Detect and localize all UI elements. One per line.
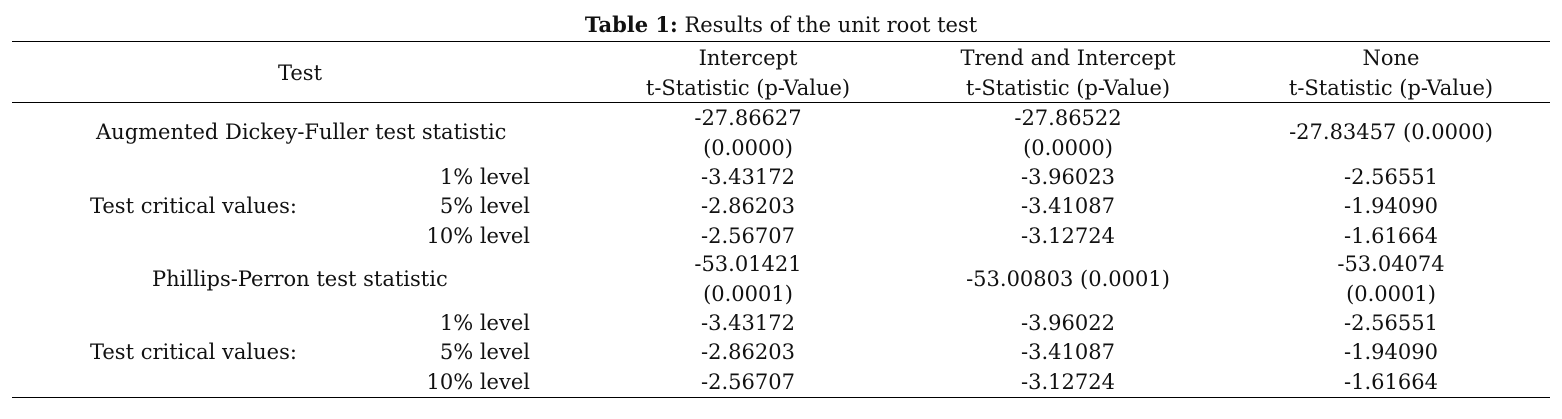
adf-level-10: 10% level	[426, 224, 530, 248]
pp-level-10-intercept: -2.56707	[701, 370, 795, 394]
pp-level-1: 1% level	[439, 311, 530, 335]
adf-level-1-none: -2.56551	[1344, 165, 1438, 189]
adf-intercept-p: (0.0000)	[703, 136, 793, 160]
adf-level-10-intercept: -2.56707	[701, 224, 795, 248]
pp-level-10: 10% level	[426, 370, 530, 394]
pp-trend: -53.00803 (0.0001)	[966, 267, 1170, 291]
pp-none-stat: -53.04074	[1337, 252, 1445, 276]
pp-level-5: 5% level	[439, 340, 530, 364]
pp-level-1-trend: -3.96022	[1021, 311, 1115, 335]
adf-label: Augmented Dickey-Fuller test statistic	[96, 120, 507, 144]
pp-level-10-none: -1.61664	[1344, 370, 1438, 394]
adf-level-1-intercept: -3.43172	[701, 165, 795, 189]
adf-level-5-trend: -3.41087	[1021, 194, 1115, 218]
pp-level-5-intercept: -2.86203	[701, 340, 795, 364]
pp-level-1-intercept: -3.43172	[701, 311, 795, 335]
adf-level-5-intercept: -2.86203	[701, 194, 795, 218]
bottom-rule	[12, 397, 1550, 398]
adf-none: -27.83457 (0.0000)	[1289, 120, 1493, 144]
pp-critical-label: Test critical values:	[90, 340, 297, 364]
adf-trend-stat: -27.86522	[1014, 106, 1122, 130]
header-test: Test	[277, 61, 323, 85]
header-intercept-line1: Intercept	[698, 46, 798, 70]
adf-level-1: 1% level	[439, 165, 530, 189]
header-none-line1: None	[1362, 46, 1420, 70]
pp-intercept-p: (0.0001)	[703, 282, 793, 306]
pp-level-5-trend: -3.41087	[1021, 340, 1115, 364]
pp-level-1-none: -2.56551	[1344, 311, 1438, 335]
adf-level-5: 5% level	[439, 194, 530, 218]
adf-level-10-none: -1.61664	[1344, 224, 1438, 248]
header-intercept-line2: t-Statistic (p-Value)	[645, 76, 851, 100]
header-trend-line1: Trend and Intercept	[960, 46, 1176, 70]
table-caption-text: Results of the unit root test	[677, 13, 978, 37]
adf-level-5-none: -1.94090	[1344, 194, 1438, 218]
pp-level-10-trend: -3.12724	[1021, 370, 1115, 394]
table-caption-label: Table 1:	[584, 12, 678, 37]
header-trend-line2: t-Statistic (p-Value)	[965, 76, 1171, 100]
pp-none-p: (0.0001)	[1346, 282, 1436, 306]
header-rule	[12, 102, 1550, 103]
header-none-line2: t-Statistic (p-Value)	[1288, 76, 1494, 100]
pp-label: Phillips-Perron test statistic	[152, 267, 448, 291]
table-caption: Table 1: Results of the unit root test	[0, 12, 1562, 38]
adf-level-10-trend: -3.12724	[1021, 224, 1115, 248]
adf-intercept-stat: -27.86627	[694, 106, 802, 130]
top-rule	[12, 41, 1550, 42]
pp-intercept-stat: -53.01421	[694, 252, 802, 276]
adf-critical-label: Test critical values:	[90, 194, 297, 218]
adf-trend-p: (0.0000)	[1023, 136, 1113, 160]
pp-level-5-none: -1.94090	[1344, 340, 1438, 364]
adf-level-1-trend: -3.96023	[1021, 165, 1115, 189]
